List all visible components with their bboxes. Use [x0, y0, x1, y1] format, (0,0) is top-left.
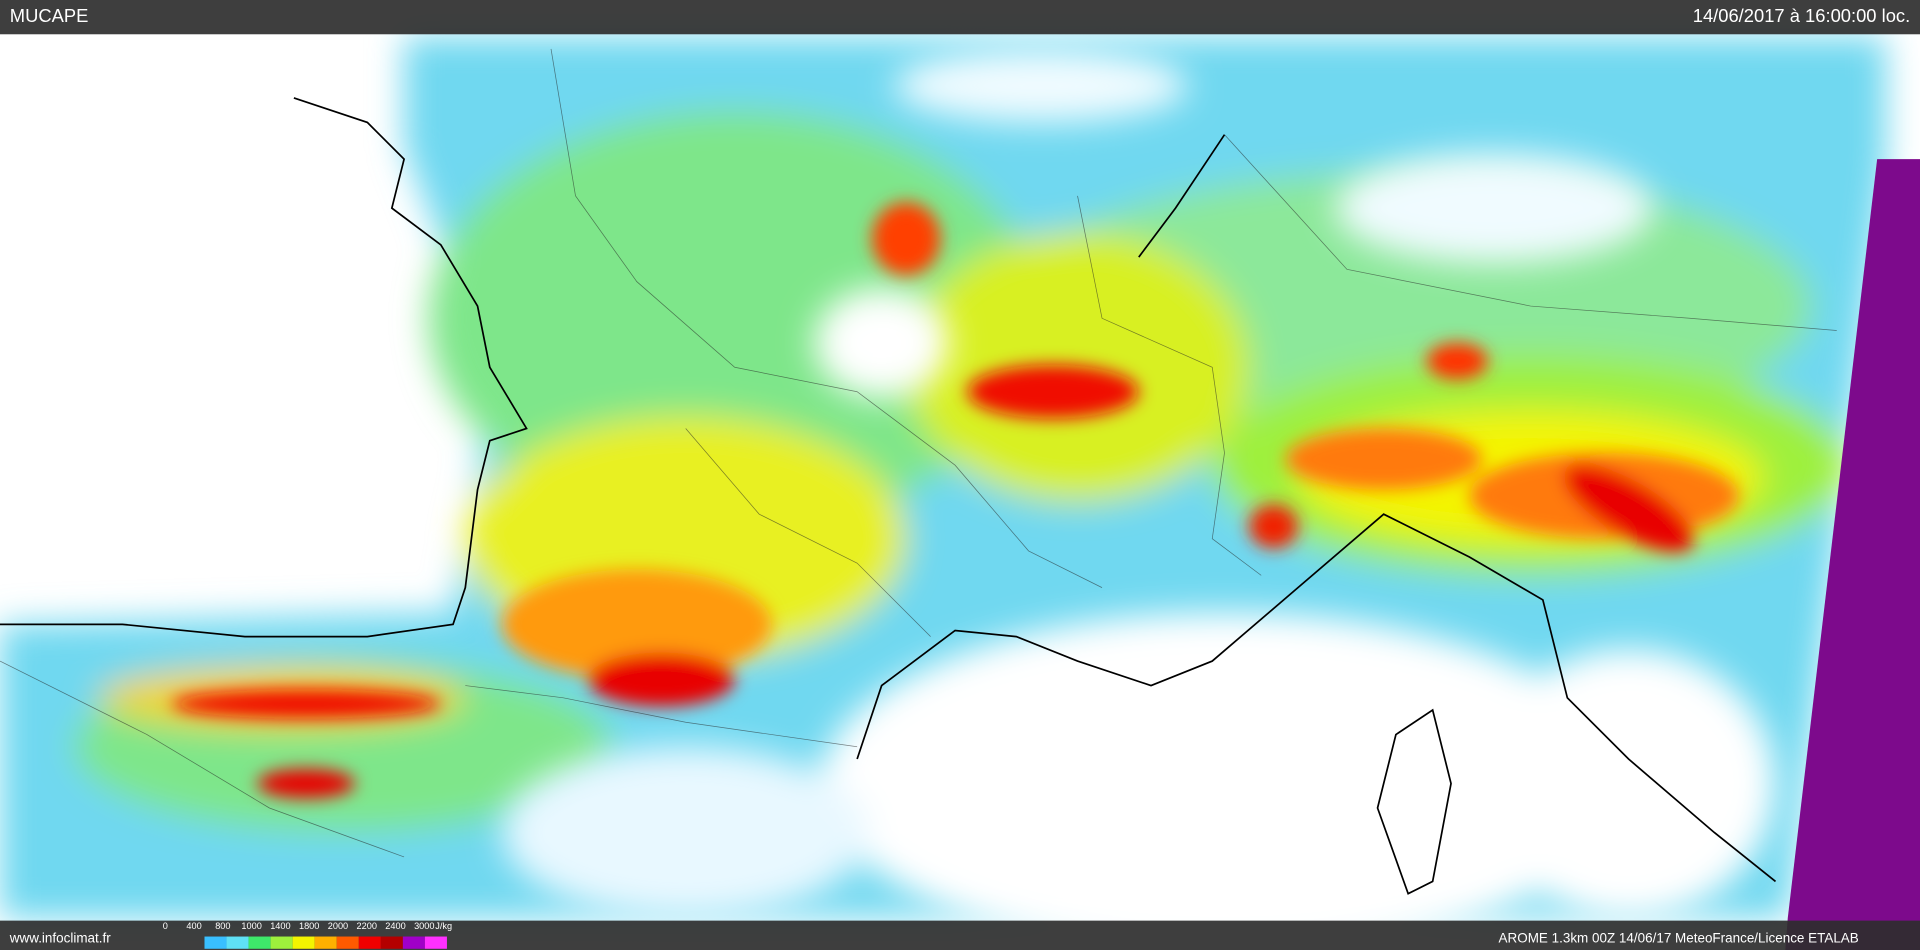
map-title: MUCAPE [10, 5, 89, 26]
legend-swatch [204, 936, 227, 949]
legend-swatch [336, 936, 359, 949]
legend-label: 400 [186, 921, 201, 931]
legend-label: 1800 [299, 921, 319, 931]
legend-swatch [380, 936, 403, 949]
legend-label: 1000 [241, 921, 261, 931]
legend-swatch [270, 936, 293, 949]
legend-swatch [424, 936, 447, 949]
legend-swatch [226, 936, 249, 949]
credits: AROME 1.3km 00Z 14/06/17 MeteoFrance/Lic… [1499, 931, 1859, 946]
legend-swatch [248, 936, 271, 949]
legend-swatch [358, 936, 381, 949]
legend-swatch [292, 936, 315, 949]
legend-swatch [402, 936, 425, 949]
legend-label: 800 [215, 921, 230, 931]
coastlines [0, 97, 1777, 895]
legend-label: 2200 [357, 921, 377, 931]
legend-label: 2000 [328, 921, 348, 931]
timestamp: 14/06/2017 à 16:00:00 loc. [1693, 5, 1910, 26]
cape-maxima [171, 201, 1739, 799]
legend-label: 1400 [270, 921, 290, 931]
borders [0, 48, 1837, 858]
top-bar [0, 0, 1920, 35]
site-name: www.infoclimat.fr [9, 931, 111, 946]
legend-unit: J/kg [435, 921, 452, 931]
legend-label: 3000 [414, 921, 434, 931]
out-of-domain [1785, 159, 1920, 950]
clear-sea [502, 48, 1776, 950]
legend: 0 400 800 1000 1400 1800 2000 2200 2400 3000 J/kg [163, 921, 452, 949]
legend-swatch [314, 936, 337, 949]
legend-label: 2400 [385, 921, 405, 931]
legend-label: 0 [163, 921, 168, 931]
